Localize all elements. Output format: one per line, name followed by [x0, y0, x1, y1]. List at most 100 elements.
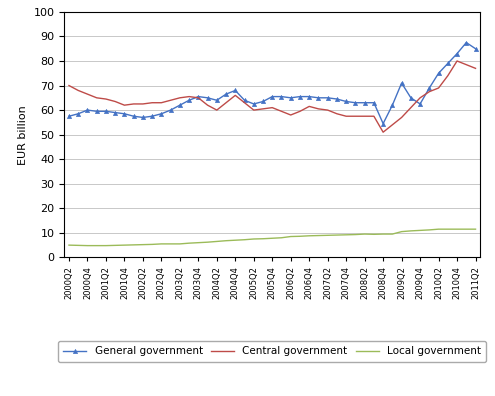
General government: [334, 97, 340, 101]
General government: [158, 111, 164, 116]
Central government: [436, 86, 442, 90]
Local government: [242, 237, 248, 242]
General government: [232, 88, 238, 93]
General government: [177, 103, 183, 108]
Local government: [417, 228, 423, 233]
Central government: [94, 95, 99, 100]
Local government: [260, 236, 266, 241]
General government: [94, 109, 99, 114]
General government: [204, 95, 210, 100]
Central government: [325, 108, 331, 112]
Local government: [94, 243, 99, 248]
Local government: [75, 243, 81, 248]
Local government: [343, 232, 349, 237]
General government: [66, 114, 72, 119]
Local government: [380, 232, 386, 236]
General government: [352, 100, 358, 105]
Central government: [251, 108, 257, 112]
Local government: [279, 235, 285, 240]
Central government: [103, 97, 109, 101]
Central government: [168, 98, 174, 103]
Local government: [325, 233, 331, 238]
Central government: [131, 101, 137, 106]
Local government: [408, 228, 414, 233]
General government: [436, 71, 442, 76]
General government: [112, 110, 118, 115]
General government: [103, 109, 109, 114]
Local government: [306, 233, 312, 238]
General government: [279, 94, 285, 99]
General government: [186, 98, 192, 103]
Local government: [473, 227, 479, 232]
Central government: [297, 109, 303, 114]
Central government: [121, 103, 127, 108]
General government: [131, 114, 137, 119]
General government: [121, 111, 127, 116]
General government: [75, 111, 81, 116]
Local government: [436, 227, 442, 232]
Y-axis label: EUR billion: EUR billion: [18, 105, 28, 164]
Local government: [103, 243, 109, 248]
Line: Central government: Central government: [69, 61, 476, 132]
Central government: [288, 112, 294, 117]
General government: [214, 98, 220, 103]
Central government: [390, 122, 396, 127]
General government: [417, 101, 423, 106]
Central government: [426, 89, 432, 94]
Local government: [66, 243, 72, 248]
General government: [140, 115, 146, 120]
Central government: [408, 105, 414, 110]
Central government: [454, 59, 460, 63]
Local government: [168, 242, 174, 246]
Local government: [158, 242, 164, 246]
Local government: [288, 234, 294, 239]
Central government: [158, 100, 164, 105]
General government: [260, 99, 266, 104]
Local government: [426, 228, 432, 232]
Central government: [315, 107, 321, 111]
Local government: [131, 242, 137, 247]
Central government: [463, 62, 469, 67]
Central government: [177, 95, 183, 100]
Local government: [463, 227, 469, 232]
Central government: [66, 83, 72, 88]
Local government: [297, 234, 303, 239]
Local government: [445, 227, 451, 232]
Central government: [242, 100, 248, 105]
Local government: [140, 242, 146, 247]
Local government: [196, 240, 201, 245]
Local government: [269, 236, 275, 241]
General government: [454, 51, 460, 56]
Line: General government: General government: [67, 40, 478, 126]
General government: [85, 108, 91, 112]
Central government: [279, 109, 285, 114]
Local government: [390, 232, 396, 236]
General government: [408, 95, 414, 100]
General government: [288, 95, 294, 100]
Central government: [473, 66, 479, 71]
Local government: [398, 229, 404, 234]
General government: [426, 86, 432, 90]
Central government: [352, 114, 358, 119]
Central government: [343, 114, 349, 119]
General government: [362, 100, 368, 105]
General government: [473, 46, 479, 51]
Local government: [352, 232, 358, 237]
Local government: [112, 243, 118, 248]
General government: [380, 121, 386, 126]
Central government: [149, 100, 155, 105]
Central government: [380, 130, 386, 135]
Local government: [149, 242, 155, 247]
Local government: [85, 243, 91, 248]
General government: [223, 92, 229, 97]
General government: [463, 40, 469, 45]
General government: [306, 94, 312, 99]
Central government: [334, 111, 340, 116]
Line: Local government: Local government: [69, 229, 476, 246]
General government: [390, 103, 396, 108]
Central government: [204, 103, 210, 108]
General government: [297, 94, 303, 99]
Local government: [334, 233, 340, 238]
Local government: [177, 242, 183, 246]
General government: [251, 101, 257, 106]
